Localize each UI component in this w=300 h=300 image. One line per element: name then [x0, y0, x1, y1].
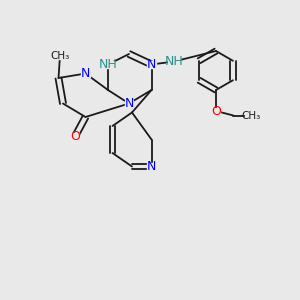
Bar	[55, 52, 65, 59]
Text: N: N	[81, 67, 90, 80]
Text: NH: NH	[99, 58, 117, 71]
Bar	[102, 61, 114, 68]
Text: CH₃: CH₃	[50, 50, 70, 61]
Text: O: O	[70, 130, 80, 143]
Bar	[147, 163, 156, 170]
Bar	[212, 108, 220, 114]
Bar	[147, 61, 156, 68]
Bar	[245, 112, 256, 119]
Bar	[168, 58, 180, 65]
Bar	[71, 133, 79, 140]
Text: N: N	[147, 160, 156, 173]
Bar	[125, 100, 133, 107]
Text: N: N	[147, 58, 156, 71]
Text: N: N	[124, 97, 134, 110]
Text: NH: NH	[165, 55, 183, 68]
Text: O: O	[211, 104, 221, 118]
Text: CH₃: CH₃	[241, 110, 260, 121]
Bar	[81, 70, 90, 77]
